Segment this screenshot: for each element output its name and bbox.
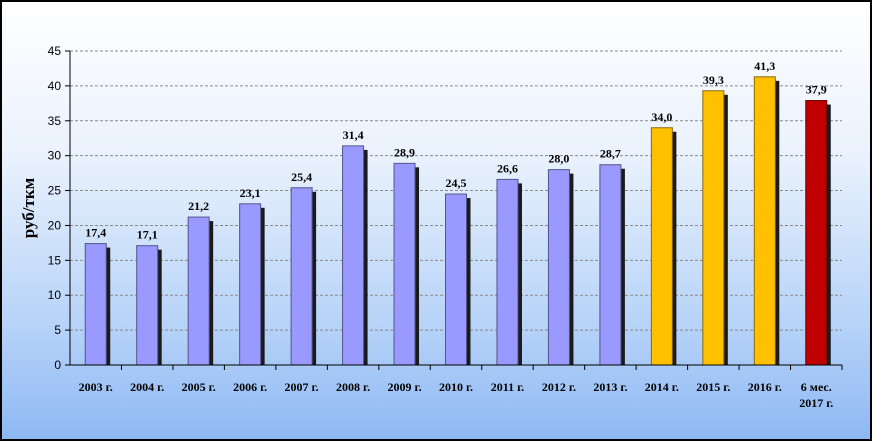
bar: [805, 100, 828, 366]
bar: [342, 145, 365, 366]
y-tick-label: 15: [48, 253, 62, 267]
y-tick-label: 35: [48, 114, 62, 128]
data-label: 31,4: [343, 128, 364, 142]
x-tick-label: 2012 г.: [542, 380, 576, 394]
y-tick-label: 20: [48, 218, 62, 232]
data-label: 21,2: [188, 199, 209, 213]
data-label: 39,3: [703, 73, 724, 87]
data-label: 24,5: [446, 176, 467, 190]
bar: [393, 162, 416, 366]
x-tick-label: 2013 г.: [593, 380, 627, 394]
data-label: 26,6: [497, 161, 518, 175]
bar: [84, 243, 107, 366]
data-label: 37,9: [806, 83, 827, 97]
data-label: 41,3: [754, 59, 775, 73]
bar: [136, 245, 159, 366]
x-tick-label: 2007 г.: [285, 380, 319, 394]
data-label: 28,9: [394, 145, 415, 159]
data-label: 17,1: [137, 228, 158, 242]
bar: [599, 164, 622, 366]
y-tick-label: 30: [48, 149, 62, 163]
x-tick-label: 2004 г.: [130, 380, 164, 394]
y-axis-title: руб/ткм: [19, 177, 38, 238]
data-label: 28,7: [600, 147, 621, 161]
bar: [187, 216, 210, 366]
bar: [445, 193, 467, 366]
bar: [650, 127, 673, 366]
bar: [496, 178, 519, 366]
x-tick-label: 2005 г.: [182, 380, 216, 394]
bar: [290, 187, 313, 366]
x-tick-label: 2010 г.: [439, 380, 473, 394]
x-tick-label: 2008 г.: [336, 380, 370, 394]
y-tick-label: 10: [48, 288, 62, 302]
y-tick-label: 5: [54, 323, 61, 337]
x-tick-label: 2011 г.: [491, 380, 524, 394]
x-tick-label: 6 мес.: [801, 380, 832, 394]
y-tick-label: 45: [48, 44, 62, 58]
bars: [84, 76, 831, 366]
bar: [547, 169, 570, 366]
labels: 0 5 10 15 20 25 30 35 40 45 17,4 2003 г. 17,1 2004 г.…: [48, 44, 834, 410]
data-label: 23,1: [240, 186, 261, 200]
x-tick-label: 2009 г.: [387, 380, 421, 394]
x-tick-label: 2003 г.: [79, 380, 113, 394]
y-tick-label: 40: [48, 79, 62, 93]
x-tick-label: 2017 г.: [799, 396, 833, 410]
data-label: 17,4: [85, 226, 106, 240]
data-label: 28,0: [548, 152, 569, 166]
x-tick-label: 2016 г.: [748, 380, 782, 394]
data-label: 25,4: [291, 170, 312, 184]
x-tick-label: 2006 г.: [233, 380, 267, 394]
y-tick-label: 25: [48, 184, 62, 198]
data-label: 34,0: [651, 110, 672, 124]
bar: [239, 203, 262, 366]
y-tick-label: 0: [54, 358, 61, 372]
bar: [702, 90, 725, 366]
x-tick-label: 2015 г.: [696, 380, 730, 394]
axes: [65, 50, 843, 370]
bar: [753, 76, 776, 366]
x-tick-label: 2014 г.: [645, 380, 679, 394]
